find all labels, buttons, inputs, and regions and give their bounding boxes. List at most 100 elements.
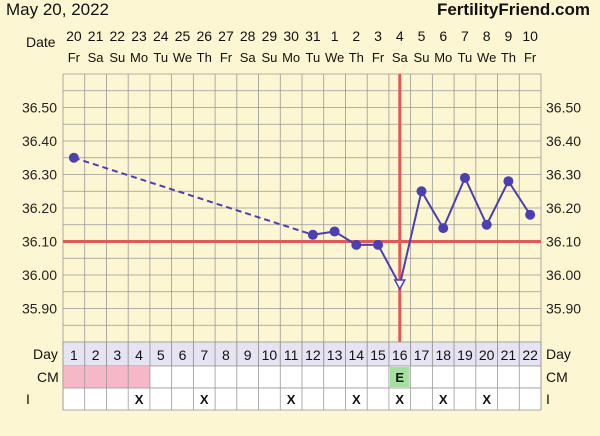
cm-row-label-right: CM	[546, 369, 568, 385]
weekday-label: Su	[414, 50, 430, 65]
cycle-day-label: 12	[305, 347, 321, 363]
temp-line	[507, 180, 531, 216]
weekday-label: We	[325, 50, 344, 65]
weekday-label: Fr	[220, 50, 233, 65]
chart-date: May 20, 2022	[6, 0, 110, 19]
weekday-label: Sa	[88, 50, 105, 65]
y-tick-label-right: 35.90	[546, 301, 581, 317]
cycle-day-label: 2	[92, 347, 100, 363]
weekday-label: Fr	[524, 50, 537, 65]
cycle-day-label: 10	[262, 347, 278, 363]
cycle-day-label: 5	[157, 347, 165, 363]
intercourse-mark: X	[135, 392, 144, 407]
temp-point	[68, 152, 79, 163]
date-label: 26	[196, 28, 212, 44]
cycle-day-label: 21	[501, 347, 517, 363]
intercourse-mark: X	[482, 392, 491, 407]
temp-point	[503, 176, 514, 187]
weekday-label: Tu	[306, 50, 321, 65]
weekday-label: Tu	[458, 50, 473, 65]
weekday-label: Mo	[130, 50, 148, 65]
cm-cell-marked	[106, 366, 129, 388]
date-label: 31	[305, 28, 321, 44]
cycle-day-label: 14	[349, 347, 365, 363]
temp-point	[329, 226, 340, 237]
date-label: 27	[218, 28, 234, 44]
intercourse-mark: X	[439, 392, 448, 407]
cm-label: E	[395, 370, 404, 385]
y-tick-label-right: 36.10	[546, 234, 581, 250]
temp-line	[485, 180, 510, 226]
temp-line	[398, 191, 423, 286]
date-label: 9	[505, 28, 513, 44]
weekday-label: Mo	[434, 50, 452, 65]
cycle-day-label: 1	[70, 347, 78, 363]
weekday-label: Su	[109, 50, 125, 65]
y-tick-label-right: 36.30	[546, 167, 581, 183]
cycle-day-label: 13	[327, 347, 343, 363]
date-label: 21	[88, 28, 104, 44]
chart-header: May 20, 2022 FertilityFriend.com	[0, 0, 600, 24]
y-tick-label-left: 36.30	[22, 167, 57, 183]
cycle-day-label: 20	[479, 347, 495, 363]
cycle-day-label: 4	[135, 347, 143, 363]
temp-line-dashed	[73, 156, 314, 236]
y-tick-label-left: 36.50	[22, 100, 57, 116]
temp-point-open	[393, 279, 407, 291]
date-label: 10	[522, 28, 538, 44]
temp-line	[442, 177, 466, 229]
intercourse-mark: X	[395, 392, 404, 407]
intercourse-mark: X	[287, 392, 296, 407]
weekday-label: Th	[501, 50, 516, 65]
cm-row-label-left: CM	[37, 369, 59, 385]
weekday-label: We	[477, 50, 496, 65]
cycle-day-label: 17	[414, 347, 430, 363]
weekday-label: Fr	[372, 50, 385, 65]
date-label: 4	[396, 28, 404, 44]
date-label: 25	[175, 28, 191, 44]
temp-point	[438, 223, 449, 234]
cycle-day-label: 22	[522, 347, 538, 363]
cm-cell-egg-white	[389, 367, 410, 387]
cycle-day-label: 7	[200, 347, 208, 363]
cycle-day-label: 6	[179, 347, 187, 363]
cycle-day-label: 9	[244, 347, 252, 363]
date-label: 6	[439, 28, 447, 44]
y-tick-label-right: 36.40	[546, 133, 581, 149]
date-label: 8	[483, 28, 491, 44]
date-label: 23	[131, 28, 147, 44]
date-row-label: Date	[26, 34, 56, 50]
weekday-label: Sa	[392, 50, 409, 65]
cycle-day-label: 8	[222, 347, 230, 363]
weekday-label: We	[173, 50, 192, 65]
y-tick-label-left: 36.10	[22, 234, 57, 250]
cycle-day-label: 16	[392, 347, 408, 363]
intercourse-row-label-right: I	[546, 391, 550, 407]
date-label: 7	[461, 28, 469, 44]
weekday-label: Th	[349, 50, 364, 65]
y-tick-label-left: 36.20	[22, 200, 57, 216]
temp-point	[481, 219, 492, 230]
date-label: 28	[240, 28, 256, 44]
cm-cell-marked	[128, 366, 150, 388]
weekday-label: Fr	[68, 50, 81, 65]
intercourse-mark: X	[352, 392, 361, 407]
date-label: 5	[418, 28, 426, 44]
date-label: 20	[66, 28, 82, 44]
day-row-label-left: Day	[33, 346, 58, 362]
cycle-day-label: 19	[457, 347, 473, 363]
y-tick-label-right: 36.00	[546, 267, 581, 283]
temp-point	[525, 209, 536, 220]
y-tick-label-left: 36.40	[22, 133, 57, 149]
temp-point	[459, 172, 470, 183]
intercourse-row-label-left: I	[26, 391, 30, 407]
day-row-label-right: Day	[546, 346, 571, 362]
date-label: 29	[262, 28, 278, 44]
weekday-label: Th	[197, 50, 212, 65]
y-tick-label-right: 36.20	[546, 200, 581, 216]
temp-point	[351, 239, 362, 250]
cycle-day-label: 15	[370, 347, 386, 363]
date-label: 22	[110, 28, 126, 44]
y-tick-label-right: 36.50	[546, 100, 581, 116]
